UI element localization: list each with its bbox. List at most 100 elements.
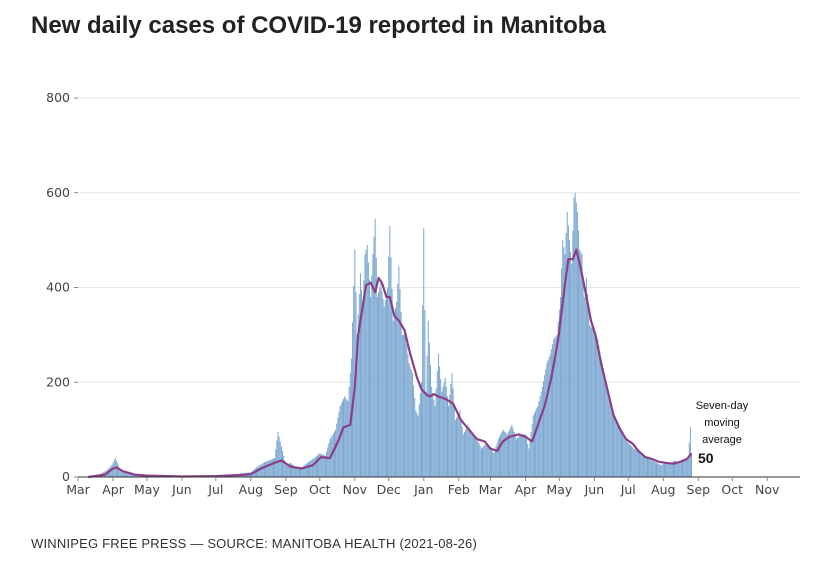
daily-bar — [300, 467, 302, 477]
annotation-label: Seven-day — [696, 400, 749, 412]
daily-bar — [571, 263, 573, 477]
daily-bar — [605, 379, 607, 477]
daily-bar — [505, 433, 507, 477]
daily-bar — [131, 474, 133, 477]
daily-bar — [426, 356, 428, 477]
daily-bar — [599, 352, 601, 477]
daily-bar — [502, 429, 504, 477]
daily-bar — [348, 386, 350, 477]
daily-bar — [401, 334, 403, 477]
daily-bar — [406, 344, 408, 477]
daily-bar — [420, 382, 422, 477]
daily-bar — [354, 249, 356, 477]
daily-bar — [582, 275, 584, 477]
daily-bar — [117, 463, 119, 477]
daily-bar — [327, 447, 329, 477]
daily-bar — [495, 446, 497, 477]
daily-bar — [283, 455, 285, 477]
daily-bar — [121, 470, 123, 477]
daily-bar — [293, 465, 295, 477]
daily-bar — [547, 360, 549, 477]
daily-bar — [504, 431, 506, 477]
daily-bar — [404, 334, 406, 477]
daily-bar — [498, 436, 500, 477]
daily-bar — [292, 464, 294, 477]
x-tick-label: Mar — [66, 482, 90, 497]
daily-bar — [338, 411, 340, 477]
daily-bar — [259, 465, 261, 477]
daily-bar — [575, 202, 577, 477]
daily-bar — [366, 244, 368, 477]
daily-bar — [132, 474, 134, 477]
daily-bar — [562, 240, 564, 477]
daily-bar — [307, 461, 309, 477]
x-tick-label: Apr — [515, 482, 537, 497]
daily-bar — [523, 434, 525, 477]
daily-bar — [470, 431, 472, 477]
daily-bar — [397, 283, 399, 477]
daily-bar — [435, 388, 437, 477]
daily-bar — [297, 467, 299, 477]
daily-case-bars — [89, 192, 693, 478]
daily-bar — [138, 475, 140, 477]
daily-bar — [570, 251, 572, 477]
daily-bar — [611, 413, 613, 477]
daily-bar — [623, 436, 625, 477]
daily-bar — [387, 287, 389, 477]
daily-bar — [284, 460, 286, 477]
daily-bar — [430, 364, 432, 477]
daily-bar — [517, 437, 519, 477]
daily-bar — [315, 456, 317, 477]
daily-bar — [130, 474, 132, 477]
daily-bar — [506, 434, 508, 477]
daily-bar — [550, 349, 552, 477]
daily-bar — [440, 379, 442, 477]
daily-bar — [467, 424, 469, 477]
daily-bar — [262, 462, 264, 477]
daily-bar — [569, 240, 571, 477]
daily-bar — [606, 385, 608, 477]
daily-bar — [580, 251, 582, 477]
x-tick-label: Sep — [687, 482, 711, 497]
daily-bar — [450, 383, 452, 477]
x-tick-label: Dec — [377, 482, 401, 497]
daily-bar — [272, 458, 274, 477]
daily-bar — [466, 427, 468, 477]
daily-bar — [515, 439, 517, 477]
x-tick-label: Jul — [207, 482, 223, 497]
daily-bar — [321, 454, 323, 477]
daily-bar — [448, 405, 450, 477]
daily-bar — [598, 345, 600, 477]
daily-bar — [676, 461, 678, 477]
daily-bar — [442, 386, 444, 477]
daily-bar — [305, 463, 307, 477]
daily-bar — [458, 413, 460, 477]
daily-bar — [497, 439, 499, 477]
daily-bar — [390, 257, 392, 477]
daily-bar — [518, 436, 520, 477]
daily-bar — [469, 429, 471, 477]
daily-bar — [602, 368, 604, 477]
daily-bar — [274, 458, 276, 477]
daily-bar — [650, 459, 652, 477]
daily-bar — [613, 415, 615, 477]
daily-bar — [369, 279, 371, 477]
daily-bar — [594, 333, 596, 477]
x-tick-label: Aug — [239, 482, 263, 497]
y-tick-label: 600 — [46, 185, 70, 200]
daily-bar — [257, 466, 259, 477]
daily-bar — [691, 453, 693, 477]
daily-bar — [640, 453, 642, 477]
daily-bar — [337, 417, 339, 477]
daily-bar — [425, 391, 427, 477]
daily-bar — [271, 458, 273, 477]
daily-bar — [529, 440, 531, 477]
daily-bar — [532, 415, 534, 477]
daily-bar — [393, 314, 395, 477]
daily-bar — [416, 413, 418, 477]
daily-bar — [566, 211, 568, 477]
daily-bar — [633, 448, 635, 477]
daily-bar — [527, 443, 529, 477]
daily-bar — [641, 454, 643, 477]
daily-bar — [417, 415, 419, 477]
